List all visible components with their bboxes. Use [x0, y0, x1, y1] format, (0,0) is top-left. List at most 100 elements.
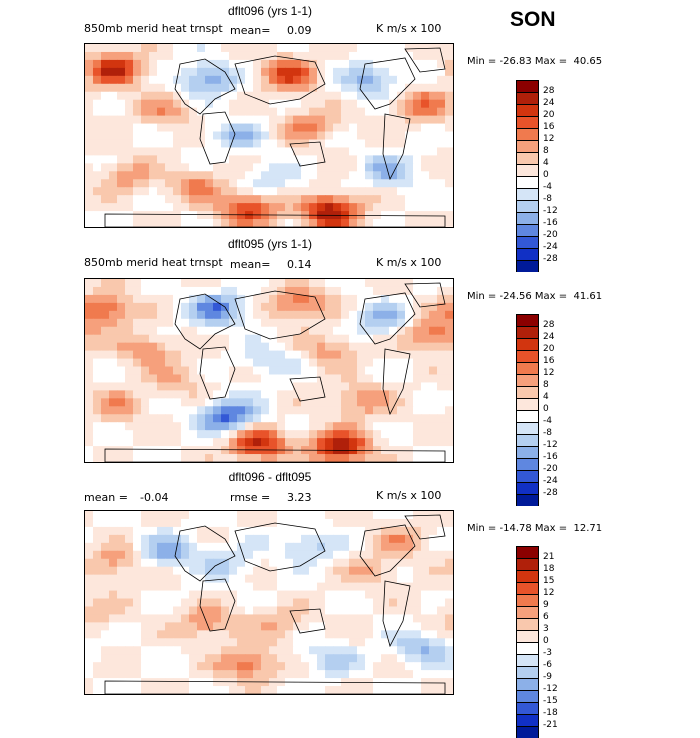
- field-cell: [421, 606, 430, 616]
- field-cell: [373, 279, 382, 288]
- field-cell: [269, 203, 278, 212]
- field-cell: [197, 115, 206, 125]
- panel2-min-max: Min = -24.56 Max = 41.61: [467, 291, 603, 302]
- field-cell: [365, 638, 374, 647]
- field-cell: [437, 358, 446, 368]
- field-cell: [85, 406, 94, 415]
- field-cell: [429, 430, 438, 439]
- field-cell: [205, 75, 214, 85]
- field-cell: [85, 286, 94, 296]
- field-cell: [229, 211, 238, 220]
- field-cell: [373, 566, 382, 576]
- field-cell: [277, 422, 286, 431]
- field-cell: [213, 334, 222, 344]
- field-cell: [189, 67, 198, 77]
- field-cell: [173, 334, 182, 344]
- field-cell: [357, 574, 366, 584]
- field-cell: [261, 83, 270, 93]
- panel2-field: [85, 279, 453, 462]
- field-cell: [333, 342, 342, 352]
- field-cell: [149, 179, 158, 188]
- field-cell: [357, 115, 366, 125]
- field-cell: [445, 195, 453, 204]
- field-cell: [245, 511, 254, 520]
- field-cell: [317, 574, 326, 584]
- field-cell: [221, 75, 230, 85]
- field-cell: [317, 91, 326, 101]
- field-cell: [125, 294, 134, 304]
- field-cell: [349, 574, 358, 584]
- field-cell: [253, 430, 262, 439]
- field-cell: [229, 139, 238, 149]
- field-cell: [429, 139, 438, 149]
- field-cell: [165, 511, 174, 520]
- field-cell: [181, 590, 190, 600]
- field-cell: [141, 211, 150, 220]
- field-cell: [237, 279, 246, 288]
- field-cell: [381, 638, 390, 647]
- field-cell: [285, 406, 294, 415]
- field-cell: [341, 606, 350, 616]
- field-cell: [437, 67, 446, 77]
- field-cell: [205, 670, 214, 679]
- field-cell: [157, 326, 166, 336]
- field-cell: [365, 155, 374, 164]
- field-cell: [213, 662, 222, 671]
- field-cell: [157, 83, 166, 93]
- colorbar-swatch: [516, 726, 539, 738]
- field-cell: [365, 342, 374, 352]
- field-cell: [213, 147, 222, 156]
- field-cell: [253, 163, 262, 172]
- field-cell: [237, 286, 246, 296]
- field-cell: [285, 350, 294, 360]
- field-cell: [205, 279, 214, 288]
- field-cell: [109, 75, 118, 85]
- field-cell: [285, 374, 294, 384]
- field-cell: [405, 279, 414, 288]
- field-cell: [125, 390, 134, 399]
- field-cell: [117, 67, 126, 77]
- field-cell: [269, 310, 278, 320]
- field-cell: [205, 511, 214, 520]
- field-cell: [421, 286, 430, 296]
- field-cell: [125, 59, 134, 69]
- field-cell: [341, 203, 350, 212]
- field-cell: [389, 44, 398, 53]
- coastline: [234, 522, 326, 572]
- field-cell: [373, 438, 382, 447]
- field-cell: [317, 430, 326, 439]
- field-cell: [181, 107, 190, 117]
- field-cell: [197, 107, 206, 117]
- field-cell: [245, 606, 254, 616]
- field-cell: [269, 59, 278, 69]
- field-cell: [93, 147, 102, 156]
- field-cell: [109, 542, 118, 552]
- field-cell: [445, 526, 453, 536]
- field-cell: [237, 374, 246, 384]
- colorbar-level-label: 12: [543, 134, 555, 144]
- field-cell: [245, 398, 254, 407]
- field-cell: [277, 302, 286, 312]
- field-cell: [173, 398, 182, 407]
- field-cell: [357, 279, 366, 288]
- field-cell: [445, 438, 453, 447]
- field-cell: [93, 678, 102, 687]
- field-cell: [349, 163, 358, 172]
- field-cell: [93, 326, 102, 336]
- field-cell: [413, 326, 422, 336]
- field-cell: [229, 219, 238, 227]
- field-cell: [197, 326, 206, 336]
- field-cell: [269, 123, 278, 133]
- field-cell: [141, 366, 150, 376]
- colorbar-swatch: [516, 630, 539, 642]
- field-cell: [173, 187, 182, 196]
- field-cell: [85, 195, 94, 204]
- field-cell: [405, 107, 414, 117]
- field-cell: [285, 91, 294, 101]
- field-cell: [245, 115, 254, 125]
- field-cell: [245, 638, 254, 647]
- field-cell: [445, 511, 453, 520]
- field-cell: [301, 662, 310, 671]
- field-cell: [293, 171, 302, 180]
- field-cell: [309, 139, 318, 149]
